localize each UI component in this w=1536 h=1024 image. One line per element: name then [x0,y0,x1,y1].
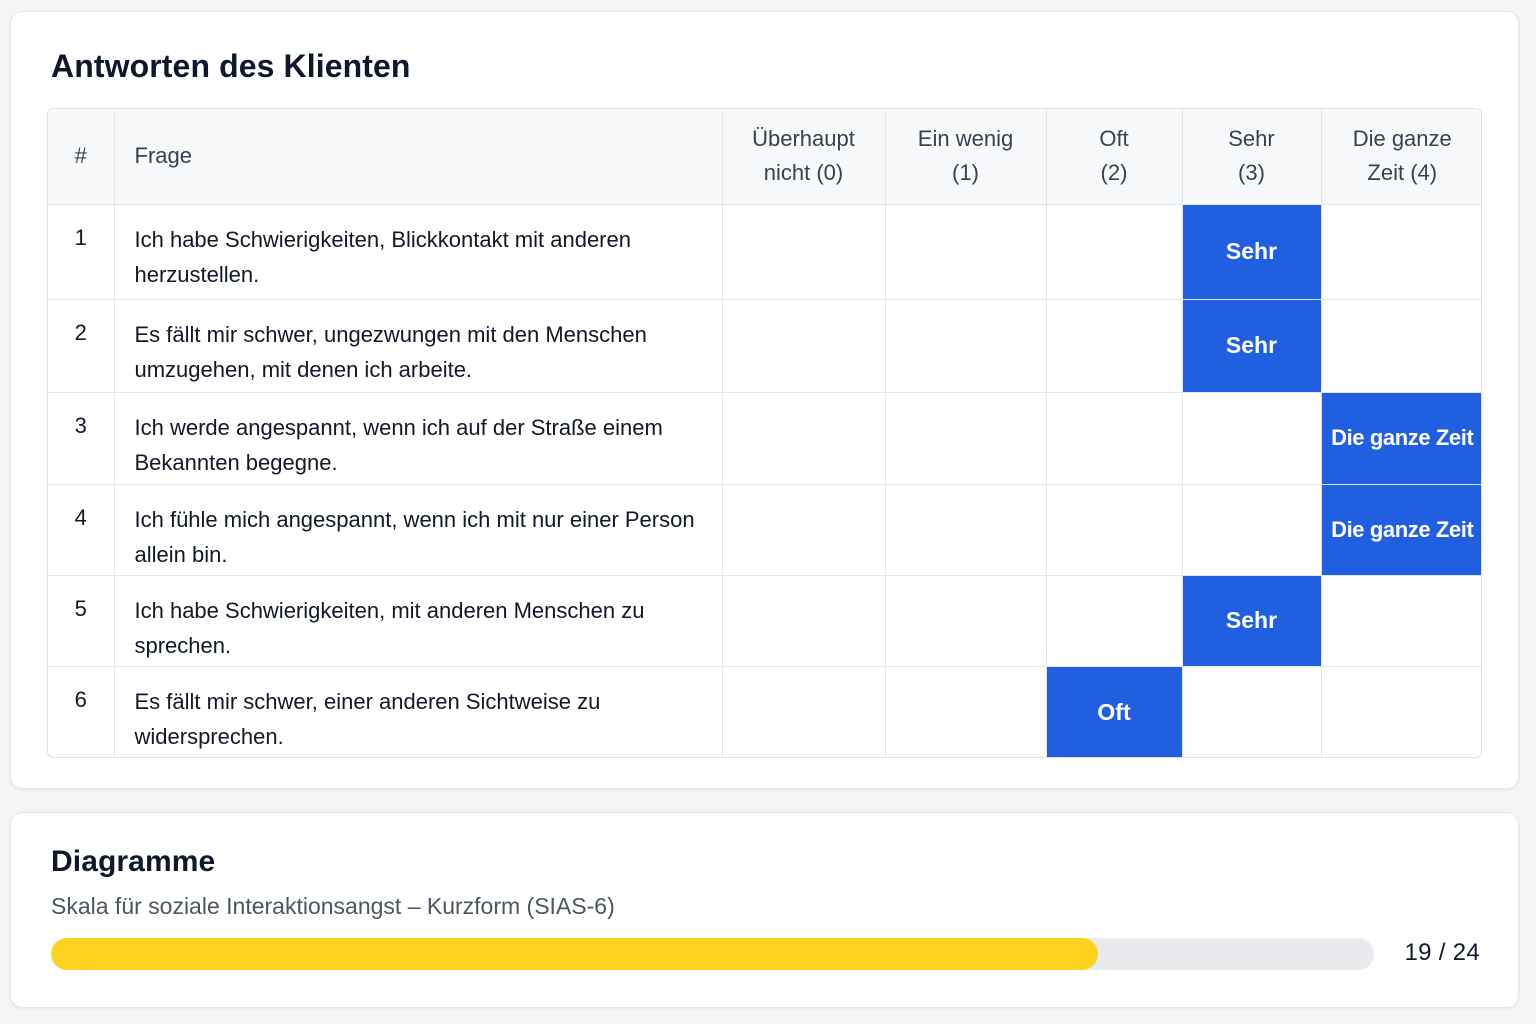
table-row: 1 Ich habe Schwierigkeiten, Blickkontakt … [48,204,1481,300]
score-progress-bar [51,938,1374,970]
answer-cell[interactable] [1182,666,1322,757]
answer-cell[interactable] [885,666,1047,757]
answer-cell-selected[interactable]: Sehr [1182,299,1322,393]
scale-subtitle: Skala für soziale Interaktionsangst – Ku… [51,893,615,919]
answer-cell[interactable] [1046,392,1183,485]
answer-cell-selected[interactable]: Sehr [1182,204,1322,300]
answer-cell-selected[interactable]: Die ganze Zeit [1321,484,1481,576]
answer-cell[interactable] [1046,299,1183,393]
question-text: Ich habe Schwierigkeiten, mit anderen Me… [114,575,723,667]
answer-cell[interactable] [1182,392,1322,485]
row-number: 5 [48,575,115,667]
charts-title: Diagramme [51,845,216,878]
answer-cell[interactable] [722,666,886,757]
charts-card: Diagramme Skala für soziale Interaktions… [10,812,1519,1008]
table-row: 5 Ich habe Schwierigkeiten, mit anderen M… [48,575,1481,667]
answer-cell-selected[interactable]: Oft [1046,666,1183,757]
answer-cell[interactable] [885,575,1047,667]
answer-cell[interactable] [1321,575,1481,667]
answer-cell[interactable] [1046,484,1183,576]
table-row: 4 Ich fühle mich angespannt, wenn ich mit… [48,484,1481,576]
table-row: 2 Es fällt mir schwer, ungezwungen mit de… [48,299,1481,393]
answer-cell[interactable] [722,204,886,300]
answer-cell[interactable] [722,484,886,576]
column-header-line: Oft [1099,126,1129,152]
answers-card: Antworten des Klienten # Frage Überhaupt… [10,11,1519,789]
answer-cell-selected[interactable]: Sehr [1182,575,1322,667]
row-number: 2 [48,299,115,393]
table-row: 6 Es fällt mir schwer, einer anderen Sich… [48,666,1481,757]
answer-cell[interactable] [885,392,1047,485]
answer-cell[interactable] [1046,204,1183,300]
question-text: Ich fühle mich angespannt, wenn ich mit … [114,484,723,576]
column-header-option-4: Die ganze Zeit (4) [1321,109,1481,205]
column-header-line: Sehr [1228,126,1275,152]
row-number: 6 [48,666,115,757]
score-label: 19 / 24 [1404,939,1480,966]
column-header-line: Ein wenig [917,126,1014,152]
answers-title: Antworten des Klienten [51,48,411,84]
table-header-row: # Frage Überhaupt nicht (0) Ein wenig (1… [48,109,1481,205]
answer-cell[interactable] [885,484,1047,576]
column-header-line: (2) [1100,160,1128,186]
column-header-option-2: Oft (2) [1046,109,1183,205]
question-text: Ich habe Schwierigkeiten, Blickkontakt m… [114,204,723,300]
row-number: 3 [48,392,115,485]
column-header-line: (1) [952,160,979,186]
column-header-line: Die ganze [1352,126,1452,152]
row-number: 4 [48,484,115,576]
answer-cell[interactable] [722,392,886,485]
column-header-option-0: Überhaupt nicht (0) [722,109,886,205]
answer-cell[interactable] [722,299,886,393]
answer-cell[interactable] [1321,204,1481,300]
answers-table: # Frage Überhaupt nicht (0) Ein wenig (1… [47,108,1482,758]
answer-cell-selected[interactable]: Die ganze Zeit [1321,392,1481,485]
column-header-option-3: Sehr (3) [1182,109,1322,205]
question-text: Es fällt mir schwer, einer anderen Sicht… [114,666,723,757]
question-text: Es fällt mir schwer, ungezwungen mit den… [114,299,723,393]
answer-cell[interactable] [1046,575,1183,667]
answer-cell[interactable] [885,299,1047,393]
answer-cell[interactable] [1182,484,1322,576]
column-header-option-1: Ein wenig (1) [885,109,1047,205]
answer-cell[interactable] [1321,299,1481,393]
answer-cell[interactable] [1321,666,1481,757]
row-number: 1 [48,204,115,300]
answer-cell[interactable] [885,204,1047,300]
column-header-line: Zeit (4) [1367,160,1438,186]
column-header-question: Frage [114,109,723,205]
column-header-line: Überhaupt [752,126,855,152]
column-header-line: (3) [1238,160,1265,186]
table-row: 3 Ich werde angespannt, wenn ich auf der … [48,392,1481,485]
column-header-line: nicht (0) [763,160,844,186]
answer-cell[interactable] [722,575,886,667]
score-progress-fill [51,938,1099,970]
question-text: Ich werde angespannt, wenn ich auf der S… [114,392,723,485]
column-header-number: # [48,109,115,205]
